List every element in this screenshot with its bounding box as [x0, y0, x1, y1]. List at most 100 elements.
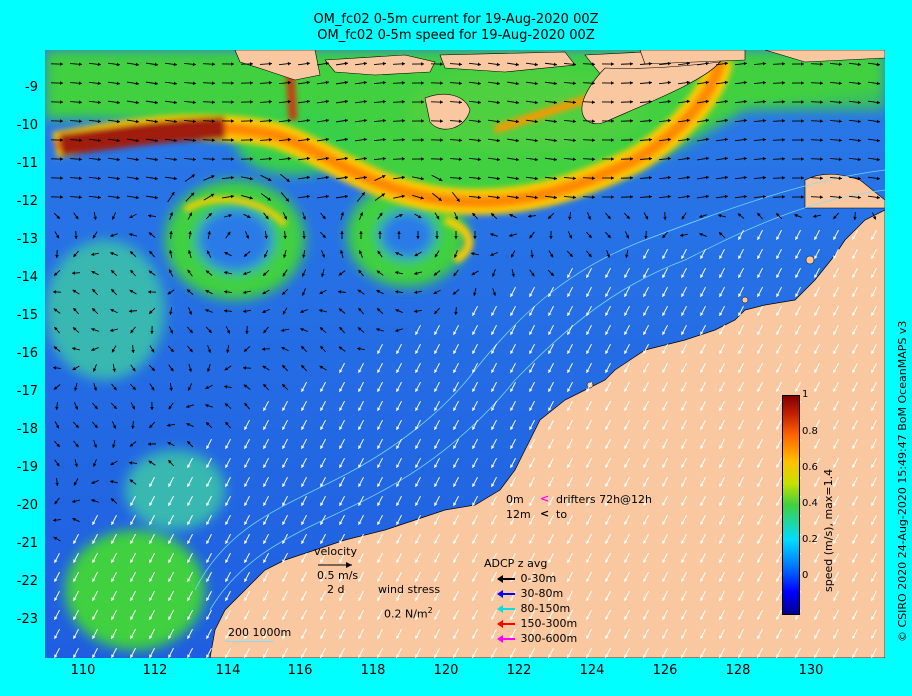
vector-arrowhead — [776, 369, 780, 373]
vector-arrowhead — [53, 346, 58, 350]
vector-arrowhead — [111, 597, 115, 601]
vector-arrowhead — [453, 350, 457, 354]
vector-arrowhead — [819, 119, 823, 123]
vector-arrowhead — [149, 310, 153, 314]
vector-arrowhead — [700, 635, 704, 639]
vector-arrowhead — [705, 175, 709, 180]
vector-arrowhead — [700, 369, 704, 373]
vector-arrowhead — [54, 578, 58, 582]
vector-arrowhead — [491, 312, 495, 316]
vector-arrowhead — [339, 407, 343, 411]
vector-arrowhead — [833, 540, 837, 544]
vector-arrowhead — [667, 118, 671, 123]
vector-arrowhead — [396, 464, 400, 468]
vector-arrowhead — [757, 274, 761, 278]
vector-arrowhead — [249, 62, 253, 66]
vector-arrowhead — [871, 654, 875, 658]
vector-arrowhead — [567, 274, 571, 278]
vector-arrowhead — [188, 311, 193, 315]
vector-arrowhead — [738, 369, 742, 373]
vector-arrowhead — [624, 312, 628, 316]
vector-arrowhead — [130, 635, 134, 639]
vector-arrowhead — [510, 464, 514, 468]
vector-arrowhead — [776, 597, 780, 601]
vector-arrowhead — [268, 80, 272, 85]
lat-label: -17 — [16, 384, 38, 399]
vector-arrowhead — [439, 138, 443, 142]
vector-arrowhead — [586, 578, 590, 582]
vector-arrowhead — [322, 234, 326, 238]
vector-arrowhead — [206, 616, 210, 620]
vector-arrowhead — [605, 483, 609, 487]
vector-arrowhead — [72, 347, 76, 351]
vector-arrowhead — [173, 176, 177, 181]
vector-arrowhead — [267, 177, 272, 181]
vector-arrowhead — [113, 405, 117, 409]
vector-arrowhead — [738, 255, 742, 259]
vector-arrowhead — [54, 654, 58, 658]
vector-arrowhead — [301, 578, 305, 582]
vector-arrowhead — [173, 119, 177, 124]
vector-arrowhead — [282, 502, 286, 506]
vector-arrowhead — [510, 350, 514, 354]
vector-arrowhead — [833, 274, 837, 278]
vector-arrowhead — [434, 253, 438, 258]
vector-arrowhead — [648, 61, 652, 66]
vector-arrowhead — [491, 578, 495, 582]
vector-arrowhead — [496, 195, 500, 200]
vector-arrowhead — [301, 635, 305, 639]
vector-arrowhead — [743, 175, 747, 180]
vector-arrowhead — [838, 62, 842, 67]
vector-arrowhead — [187, 387, 192, 391]
vector-arrowhead — [515, 62, 519, 67]
vector-arrowhead — [605, 445, 609, 449]
vector-arrowhead — [225, 559, 229, 563]
vector-arrowhead — [838, 176, 842, 181]
vector-arrowhead — [206, 521, 210, 525]
lat-label: -21 — [16, 536, 38, 551]
vector-arrowhead — [510, 654, 514, 658]
vector-arrowhead — [129, 214, 133, 219]
vector-arrowhead — [738, 464, 742, 468]
vector-arrowhead — [358, 426, 362, 430]
vector-arrowhead — [738, 426, 742, 430]
vector-arrowhead — [263, 654, 267, 658]
vector-arrowhead — [738, 312, 742, 316]
vector-arrowhead — [282, 654, 286, 658]
vector-arrowhead — [776, 445, 780, 449]
vector-arrowhead — [605, 350, 609, 354]
vector-arrowhead — [757, 388, 761, 392]
vector-arrowhead — [871, 445, 875, 449]
vector-arrowhead — [757, 464, 761, 468]
vector-arrowhead — [624, 350, 628, 354]
vector-arrowhead — [605, 388, 609, 392]
vector-arrowhead — [795, 312, 799, 316]
vector-arrowhead — [377, 464, 381, 468]
vector-arrowhead — [130, 597, 134, 601]
vector-arrowhead — [681, 388, 685, 392]
vector-arrowhead — [529, 559, 533, 563]
vector-arrowhead — [833, 578, 837, 582]
vector-arrowhead — [263, 597, 267, 601]
vector-arrowhead — [591, 81, 595, 85]
vector-arrowhead — [301, 654, 305, 658]
vector-arrowhead — [591, 62, 595, 66]
current-jet — [52, 57, 733, 264]
vector-arrowhead — [415, 483, 419, 487]
vector-arrowhead — [591, 195, 595, 199]
vector-arrowhead — [871, 559, 875, 563]
vector-arrowhead — [249, 119, 253, 123]
vector-arrowhead — [700, 388, 704, 392]
vector-arrowhead — [377, 350, 381, 354]
vector-arrowhead — [510, 445, 514, 449]
vector-arrowhead — [738, 274, 742, 278]
vector-arrowhead — [852, 255, 856, 259]
vector-arrowhead — [490, 252, 494, 257]
vector-arrowhead — [263, 272, 267, 276]
vector-arrowhead — [662, 293, 666, 297]
vector-arrowhead — [553, 81, 557, 86]
vector-arrowhead — [838, 100, 842, 105]
vector-arrowhead — [624, 597, 628, 601]
vector-arrowhead — [228, 213, 232, 218]
vector-arrowhead — [78, 157, 82, 162]
